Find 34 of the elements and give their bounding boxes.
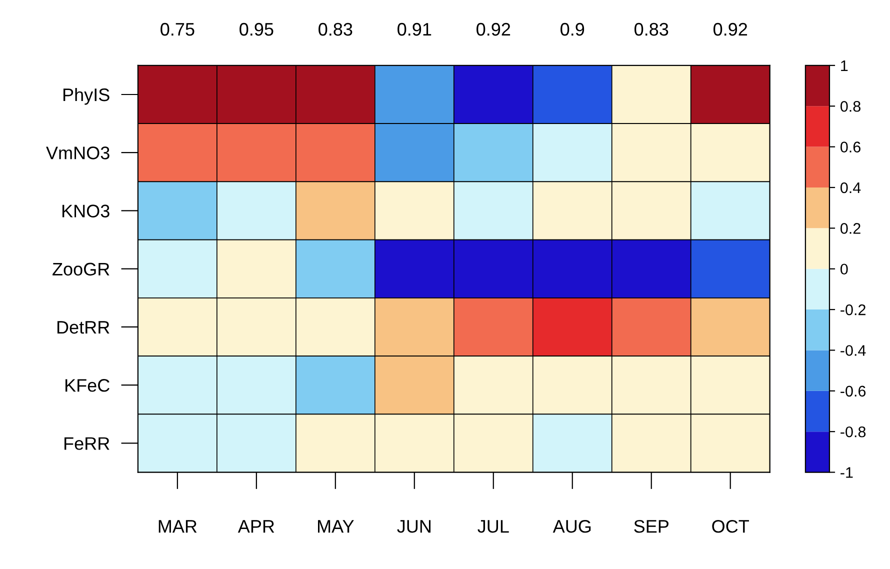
- text: 0.83: [318, 22, 352, 36]
- x-tick-label: APR: [238, 520, 274, 533]
- x-tick-label: SEP: [634, 520, 668, 533]
- text: 0.92: [713, 22, 748, 36]
- text: 0.9: [560, 22, 584, 36]
- color-bar-label: 0.6: [840, 142, 860, 152]
- color-bar-label: 0.2: [840, 223, 860, 234]
- color-bar-label: 0: [840, 264, 848, 275]
- x-tick-label: JUL: [478, 520, 509, 533]
- x-tick-label: AUG: [552, 520, 591, 533]
- y-tick-label: KFeC: [66, 379, 110, 392]
- color-bar-label: -0.2: [840, 304, 866, 316]
- text: 0.83: [634, 22, 668, 36]
- color-bar-label: 0.4: [840, 182, 861, 194]
- color-bar-label: -0.4: [840, 345, 866, 356]
- text: 0.95: [240, 22, 274, 36]
- color-bar-label: 1: [841, 60, 848, 71]
- x-tick-label: OCT: [712, 520, 749, 533]
- x-tick-label: MAY: [318, 520, 354, 533]
- y-tick-label: VmNO3: [46, 146, 110, 160]
- y-tick-label: KNO3: [62, 204, 110, 218]
- y-tick-label: ZooGR: [52, 262, 110, 276]
- color-bar-label: -0.8: [840, 426, 866, 438]
- x-tick-label: MAR: [158, 520, 197, 533]
- color-bar-label: 0.8: [840, 100, 860, 112]
- color-bar-label: -0.6: [840, 386, 866, 397]
- text: 0.75: [160, 22, 194, 36]
- text: 0.91: [398, 22, 432, 36]
- y-tick-label: PhyIS: [63, 88, 110, 105]
- text: 0.92: [476, 22, 510, 36]
- y-tick-label: DetRR: [57, 321, 110, 334]
- x-tick-label: JUN: [397, 520, 430, 533]
- color-bar-label: -1: [840, 467, 853, 478]
- y-tick-label: FeRR: [64, 437, 110, 450]
